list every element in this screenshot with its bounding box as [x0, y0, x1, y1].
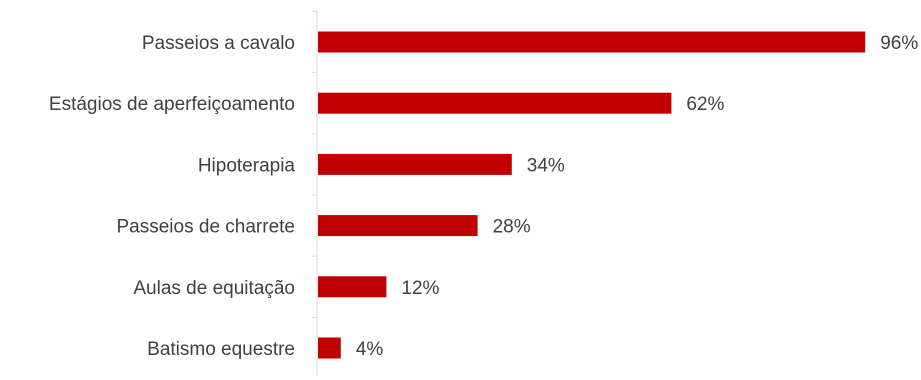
axis-layer [312, 10, 318, 375]
bar [318, 337, 341, 359]
labels-layer: Passeios a cavalo 96% Estágios de aperfeiç… [49, 33, 918, 360]
category-label: Aulas de equitação [133, 278, 295, 299]
category-label: Hipoterapia [198, 155, 296, 176]
value-label: 28% [493, 217, 531, 238]
category-label: Passeios de charrete [117, 217, 296, 238]
category-label: Passeios a cavalo [142, 33, 295, 54]
category-label: Estágios de aperfeiçoamento [49, 94, 295, 115]
value-label: 4% [356, 339, 384, 360]
bars-layer [318, 31, 866, 359]
value-label: 62% [686, 94, 724, 115]
bar [318, 276, 387, 298]
bar [318, 153, 512, 175]
value-label: 96% [880, 33, 918, 54]
value-label: 12% [401, 278, 439, 299]
category-label: Batismo equestre [147, 339, 295, 360]
bar [318, 92, 672, 114]
bar [318, 31, 866, 53]
value-label: 34% [527, 155, 565, 176]
bar [318, 215, 478, 237]
